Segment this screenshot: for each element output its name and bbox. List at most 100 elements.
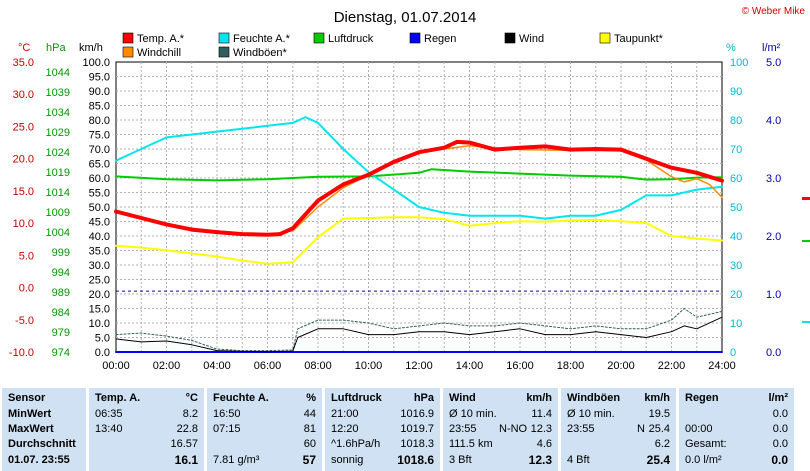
pressure-current-indicator [802, 240, 810, 242]
humidity-tick-label: 60 [730, 173, 742, 185]
pressure-tick-label: 1034 [46, 107, 70, 119]
temp-title: Temp. A. [95, 392, 141, 404]
humidity-tick-label: 50 [730, 202, 742, 214]
marker-label: 21:40 [633, 374, 661, 375]
gust-dir-value: 25.4 [648, 423, 670, 435]
wind-avg10-value: 11.4 [531, 408, 552, 420]
credit-text: © Weber Mike [742, 6, 806, 17]
chart-legend: Temp. A.* Feuchte A.* Luftdruck Regen Wind Ta… [122, 32, 664, 59]
pressure-min-time: 21:00 [331, 408, 359, 420]
pressure-tick-label: 1009 [46, 207, 70, 219]
wind-tick-label: 75.0 [89, 130, 110, 142]
humidity-abs: 7.81 g/m³ [213, 454, 260, 466]
pressure-tick-label: 984 [52, 307, 70, 319]
legend-label: Windböen* [233, 47, 288, 59]
series-line-taupunkt [115, 216, 723, 265]
rain-rate: 0.0 l/m² [685, 454, 722, 466]
humidity-title: Feuchte A. [213, 392, 269, 404]
wind-tick-label: 90.0 [89, 86, 110, 98]
humidity-max-time: 07:15 [213, 423, 241, 435]
gust-avg10-value: 19.5 [648, 408, 670, 420]
wind-tick-label: 15.0 [89, 304, 110, 316]
wind-tick-label: 65.0 [89, 159, 110, 171]
pressure-current-value: 1018.6 [397, 453, 434, 467]
temp-tick-label: 25.0 [13, 121, 34, 133]
legend-swatch [218, 32, 230, 44]
rain-tick-label: 2.0 [766, 231, 781, 243]
marker-label: 09:47 [332, 374, 360, 375]
legend-swatch [122, 32, 134, 44]
humidity-tick-label: 30 [730, 260, 742, 272]
x-tick-label: 10:00 [355, 360, 383, 372]
legend-label: Wind [519, 33, 544, 45]
temp-tick-label: -5.0 [15, 315, 34, 327]
temp-min-value: 8.2 [182, 408, 198, 420]
wind-run: 111.5 km [449, 438, 493, 450]
humidity-tick-label: 80 [730, 115, 742, 127]
temp-max-value: 22.8 [176, 423, 198, 435]
wind-unit-label: km/h [79, 42, 103, 54]
pressure-max-time: 12:20 [331, 423, 359, 435]
wind-tick-label: 40.0 [89, 231, 110, 243]
legend-label: Regen [424, 33, 456, 45]
humidity-tick-label: 100 [730, 57, 748, 69]
chart-title: Dienstag, 01.07.2014 [334, 9, 477, 26]
x-tick-label: 16:00 [506, 360, 534, 372]
wind-dir-value: 12.3 [530, 423, 552, 435]
gust-current-value: 25.4 [646, 453, 670, 467]
gust-beaufort: 4 Bft [567, 454, 590, 466]
wind-tick-label: 20.0 [89, 289, 110, 301]
x-tick-label: 18:00 [557, 360, 585, 372]
rain-panel: Regen l/m² 0.0 00:00 0.0 Gesamt: 0.0 0.0 l/… [679, 388, 794, 471]
series-line-tempa [114, 139, 724, 237]
wind-unit: km/h [526, 392, 552, 404]
wind-tick-label: 35.0 [89, 246, 110, 258]
rain-unit: l/m² [768, 392, 788, 404]
rain-title: Regen [685, 392, 719, 404]
temp-max-time: 13:40 [95, 423, 123, 435]
legend-swatch [599, 32, 611, 44]
sensor-title: Sensor [8, 392, 46, 404]
row-label-avg: Durchschnitt [8, 438, 76, 450]
rain-current-value: 0.0 [771, 453, 788, 467]
pressure-trend: ^1.6hPa/h [331, 438, 381, 450]
weather-chart: Dienstag, 01.07.2014 © Weber Mike Temp. … [9, 6, 810, 375]
pressure-avg-value: 1018.3 [400, 438, 434, 450]
wind-direction: N-NO [499, 423, 528, 435]
temp-current-value: 16.1 [174, 453, 198, 467]
gust-direction: N [637, 423, 645, 435]
rain-unit-label: l/m² [762, 42, 781, 54]
wind-tick-label: 5.0 [95, 333, 110, 345]
series-line-luftdruck [115, 168, 723, 182]
legend-label: Temp. A.* [137, 33, 185, 45]
wind-beaufort: 3 Bft [449, 454, 472, 466]
humidity-tick-label: 10 [730, 318, 742, 330]
rain-total-label: Gesamt: [685, 438, 727, 450]
rain-tick-label: 1.0 [766, 289, 781, 301]
pressure-max-value: 1019.7 [400, 423, 434, 435]
wind-tick-label: 55.0 [89, 188, 110, 200]
pressure-tick-label: 1039 [46, 87, 70, 99]
humidity-avg-value: 60 [303, 438, 316, 450]
pressure-tick-label: 999 [52, 247, 70, 259]
humidity-tick-label: 0 [730, 347, 736, 359]
x-tick-label: 06:00 [254, 360, 282, 372]
pressure-tick-label: 1019 [46, 167, 70, 179]
legend-label: Windchill [137, 47, 181, 59]
rain-tick-label: 5.0 [766, 57, 781, 69]
humidity-min-value: 44 [303, 408, 316, 420]
humidity-current-indicator [802, 321, 810, 323]
gust-unit: km/h [644, 392, 670, 404]
pressure-tick-label: 974 [52, 347, 70, 359]
marker-label: 16:11 [10, 374, 37, 375]
gust-avg10-label: Ø 10 min. [567, 408, 615, 420]
wind-tick-label: 80.0 [89, 115, 110, 127]
legend-label: Luftdruck [328, 33, 374, 45]
wind-tick-label: 25.0 [89, 275, 110, 287]
row-label-current: 01.07. 23:55 [8, 454, 70, 466]
legend-swatch [409, 32, 421, 44]
temp-current-indicator [802, 197, 810, 200]
temp-unit: °C [185, 392, 198, 404]
marker-label: 23:23 [676, 374, 704, 375]
rain-row1-value: 0.0 [772, 408, 788, 420]
